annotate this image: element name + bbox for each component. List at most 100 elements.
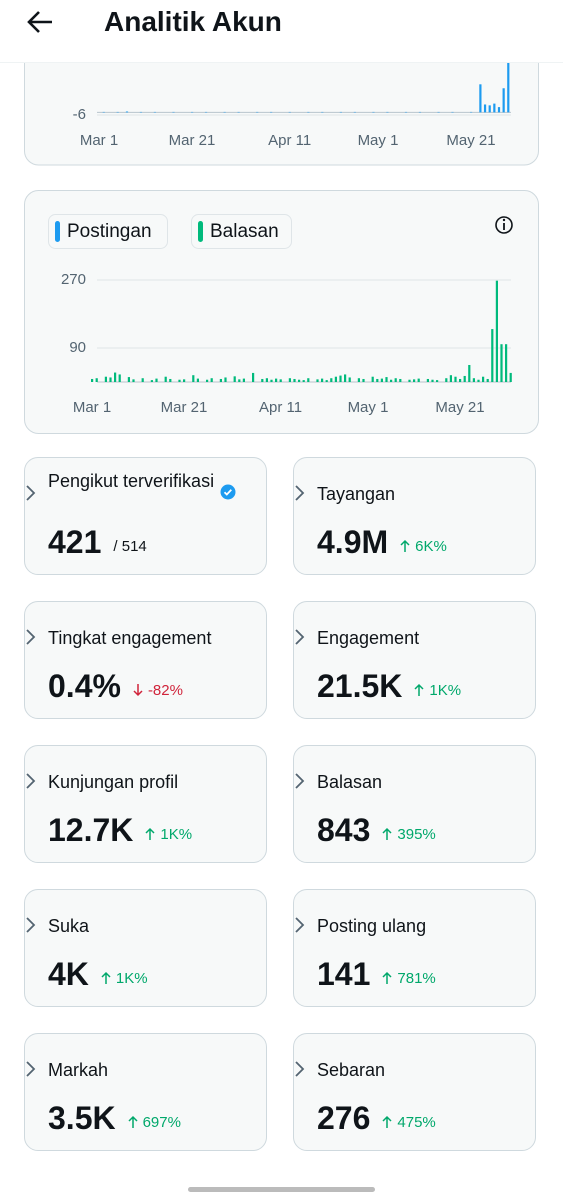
bar bbox=[307, 378, 310, 382]
bar bbox=[325, 380, 328, 382]
change-arrow bbox=[382, 971, 392, 984]
bar bbox=[330, 378, 333, 382]
bar bbox=[132, 379, 135, 382]
stat-card[interactable]: Tingkat engagement 0.4% -82% bbox=[24, 601, 267, 719]
back-button[interactable] bbox=[22, 4, 62, 44]
stat-label: Sebaran bbox=[317, 1060, 386, 1080]
stat-card[interactable]: Balasan 843 395% bbox=[293, 745, 536, 863]
bar bbox=[394, 378, 397, 382]
y-tick-label: 270 bbox=[61, 271, 86, 288]
x-tick-label: Apr 11 bbox=[259, 399, 302, 416]
bar bbox=[275, 378, 278, 382]
legend-pill[interactable] bbox=[48, 214, 168, 249]
stat-card[interactable]: Pengikut terverifikasi 421 / 514 bbox=[24, 457, 267, 575]
stat-card[interactable]: Kunjungan profil 12.7K 1K% bbox=[24, 745, 267, 863]
stat-card[interactable]: Markah 3.5K 697% bbox=[24, 1033, 267, 1151]
stat-value: 843 bbox=[317, 812, 371, 848]
bar bbox=[507, 58, 510, 113]
bar bbox=[192, 375, 195, 382]
title: Analitik Akun bbox=[104, 6, 282, 37]
chevron bbox=[295, 917, 305, 933]
bar bbox=[493, 103, 496, 113]
legend-pill[interactable] bbox=[191, 214, 292, 249]
stat-value: 21.5K bbox=[317, 668, 403, 704]
bar bbox=[242, 378, 245, 382]
change-arrow bbox=[382, 1115, 392, 1128]
stat-card[interactable]: Sebaran 276 475% bbox=[293, 1033, 536, 1151]
info-icon[interactable] bbox=[495, 216, 513, 234]
stat-change: 6K% bbox=[415, 538, 447, 555]
stat-card[interactable]: Suka 4K 1K% bbox=[24, 889, 267, 1007]
legend-swatch bbox=[198, 221, 203, 242]
bar bbox=[288, 378, 291, 382]
change-arrow bbox=[145, 827, 155, 840]
stat-value: 421 bbox=[48, 524, 102, 560]
stat-value: 4K bbox=[48, 956, 89, 992]
chevron bbox=[26, 629, 36, 645]
bar bbox=[463, 375, 466, 382]
bar bbox=[298, 379, 301, 382]
change-arrow bbox=[101, 971, 111, 984]
legend-label: Balasan bbox=[210, 221, 279, 242]
bar bbox=[390, 379, 393, 382]
chevron bbox=[295, 629, 305, 645]
stat-card[interactable]: Engagement 21.5K 1K% bbox=[293, 601, 536, 719]
bar bbox=[385, 377, 388, 382]
bar bbox=[252, 372, 255, 382]
chevron bbox=[26, 1061, 36, 1077]
stat-value: 276 bbox=[317, 1100, 371, 1136]
stat-label: Posting ulang bbox=[317, 916, 427, 936]
stat-value: 141 bbox=[317, 956, 371, 992]
stat-label: Kunjungan profil bbox=[48, 772, 179, 792]
bar bbox=[125, 111, 129, 113]
x-tick-label: May 21 bbox=[446, 132, 495, 149]
stat-card[interactable]: Posting ulang 141 781% bbox=[293, 889, 536, 1007]
y-tick-label: 90 bbox=[69, 339, 86, 356]
stat-value: 12.7K bbox=[48, 812, 134, 848]
stat-label: Markah bbox=[48, 1060, 109, 1080]
bar bbox=[477, 379, 480, 382]
x-tick-label: Mar 1 bbox=[80, 132, 118, 149]
chevron bbox=[295, 485, 305, 501]
change-arrow bbox=[400, 539, 410, 552]
x-tick-label: Mar 21 bbox=[169, 132, 216, 149]
bar bbox=[509, 372, 512, 382]
change-arrow bbox=[414, 683, 424, 696]
bar bbox=[270, 379, 273, 382]
bar bbox=[348, 377, 351, 382]
stat-label: Balasan bbox=[317, 772, 383, 792]
bar bbox=[376, 378, 379, 382]
bar bbox=[141, 378, 144, 382]
stat-change: 395% bbox=[397, 826, 436, 843]
bar bbox=[445, 378, 448, 382]
stat-value: 0.4% bbox=[48, 668, 121, 704]
stat-card[interactable]: Tayangan 4.9M 6K% bbox=[293, 457, 536, 575]
bar bbox=[468, 364, 471, 382]
bar bbox=[483, 104, 487, 113]
x-tick-label: May 21 bbox=[435, 399, 484, 416]
bar bbox=[454, 376, 457, 382]
verified-badge bbox=[220, 484, 236, 500]
x-tick-label: May 1 bbox=[358, 132, 399, 149]
bar bbox=[431, 379, 434, 382]
stat-value: 3.5K bbox=[48, 1100, 116, 1136]
bar bbox=[155, 378, 158, 382]
stat-change: -82% bbox=[147, 682, 183, 699]
bar bbox=[261, 378, 264, 382]
bar bbox=[178, 379, 181, 382]
bar bbox=[293, 378, 296, 382]
chart-card bbox=[24, 190, 539, 434]
bar bbox=[479, 84, 482, 113]
bar bbox=[265, 378, 268, 382]
change-arrow bbox=[133, 684, 143, 697]
bar bbox=[408, 379, 411, 382]
bar bbox=[183, 379, 186, 382]
bar bbox=[500, 344, 503, 382]
bar bbox=[118, 374, 121, 382]
stat-label: Tingkat engagement bbox=[48, 628, 212, 648]
bar bbox=[482, 376, 485, 382]
bar bbox=[380, 378, 383, 382]
legend-swatch bbox=[55, 221, 60, 242]
bar bbox=[224, 377, 227, 382]
